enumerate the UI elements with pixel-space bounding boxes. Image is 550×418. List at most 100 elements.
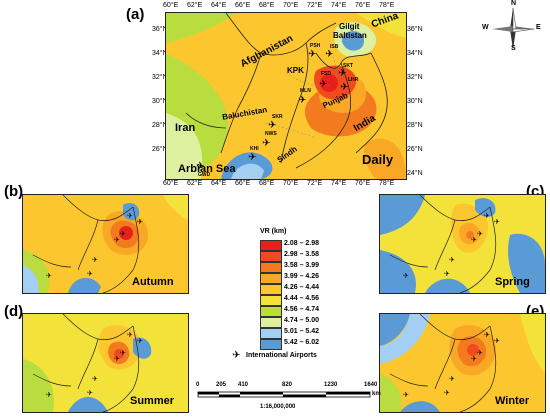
tick-lat: 30°N bbox=[407, 98, 423, 105]
svg-text:✈: ✈ bbox=[484, 212, 490, 220]
label-gilgit: Gilgit bbox=[339, 22, 360, 31]
svg-text:✈: ✈ bbox=[92, 375, 98, 383]
legend: VR (km) 2.08 – 2.98 2.98 – 3.58 3.58 – 3… bbox=[228, 228, 358, 368]
airport-code: SKT bbox=[343, 63, 353, 69]
airplane-icon: ✈ bbox=[196, 161, 204, 172]
legend-swatch bbox=[260, 328, 282, 339]
legend-row: 2.08 – 2.98 bbox=[260, 240, 380, 251]
season-label-daily: Daily bbox=[362, 152, 394, 167]
legend-airport-label: International Airports bbox=[246, 352, 317, 359]
legend-range: 5.01 – 5.42 bbox=[284, 328, 320, 335]
airplane-icon: ✈ bbox=[308, 49, 316, 60]
label-kpk: KPK bbox=[287, 66, 304, 75]
tick-lon: 66°E bbox=[235, 2, 251, 9]
tick-lat: 28°N bbox=[152, 122, 168, 129]
svg-text:✈: ✈ bbox=[120, 349, 126, 357]
scale-tick: 0 bbox=[196, 382, 200, 388]
panel-d-label: (d) bbox=[4, 303, 24, 320]
panel-b-label: (b) bbox=[4, 183, 24, 200]
legend-range: 3.58 – 3.99 bbox=[284, 262, 320, 269]
tick-lon: 60°E bbox=[163, 180, 179, 187]
svg-text:✈: ✈ bbox=[403, 272, 409, 280]
tick-lat: 24°N bbox=[407, 170, 423, 177]
svg-text:✈: ✈ bbox=[444, 389, 450, 397]
compass-s: S bbox=[511, 45, 516, 52]
scale-tick: 205 bbox=[216, 382, 227, 388]
season-label-winter: Winter bbox=[495, 395, 530, 407]
legend-swatch bbox=[260, 251, 282, 262]
tick-lat: 32°N bbox=[152, 74, 168, 81]
tick-lat: 32°N bbox=[407, 74, 423, 81]
season-label-autumn: Autumn bbox=[132, 276, 174, 288]
svg-text:✈: ✈ bbox=[484, 331, 490, 339]
svg-text:✈: ✈ bbox=[87, 389, 93, 397]
svg-text:✈: ✈ bbox=[46, 272, 52, 280]
tick-lon: 78°E bbox=[379, 180, 395, 187]
legend-range: 3.99 – 4.26 bbox=[284, 273, 320, 280]
airplane-icon: ✈ bbox=[232, 350, 241, 361]
legend-range: 5.42 – 6.02 bbox=[284, 339, 320, 346]
svg-text:✈: ✈ bbox=[127, 331, 133, 339]
legend-swatch bbox=[260, 273, 282, 284]
tick-lon: 68°E bbox=[259, 180, 275, 187]
season-label-summer: Summer bbox=[130, 395, 175, 407]
legend-row: 2.98 – 3.58 bbox=[260, 251, 380, 262]
legend-row: 3.58 – 3.99 bbox=[260, 262, 380, 273]
svg-text:✈: ✈ bbox=[46, 391, 52, 399]
tick-lon: 62°E bbox=[187, 180, 203, 187]
legend-range: 2.08 – 2.98 bbox=[284, 240, 320, 247]
tick-lat: 34°N bbox=[407, 50, 423, 57]
label-baltistan: Baltistan bbox=[333, 31, 367, 40]
spring-map-svg bbox=[380, 195, 545, 293]
svg-text:✈: ✈ bbox=[92, 256, 98, 264]
legend-swatch bbox=[260, 295, 282, 306]
tick-lon: 78°E bbox=[379, 2, 395, 9]
airport-code: KHI bbox=[250, 146, 259, 152]
airport-code: LHR bbox=[348, 77, 359, 83]
svg-text:✈: ✈ bbox=[449, 375, 455, 383]
svg-text:✈: ✈ bbox=[114, 355, 120, 363]
svg-text:✈: ✈ bbox=[494, 218, 500, 226]
legend-row: 4.56 – 4.74 bbox=[260, 306, 380, 317]
svg-text:✈: ✈ bbox=[494, 337, 500, 345]
panel-winter-map bbox=[379, 313, 546, 413]
airplane-icon: ✈ bbox=[262, 138, 270, 149]
label-sea: Arbian Sea bbox=[178, 163, 236, 175]
panel-summer-map bbox=[22, 313, 189, 413]
legend-row: 4.44 – 4.56 bbox=[260, 295, 380, 306]
svg-text:✈: ✈ bbox=[477, 230, 483, 238]
airport-code: GWD bbox=[198, 172, 211, 178]
airport-code: PSH bbox=[310, 43, 321, 49]
tick-lon: 64°E bbox=[211, 2, 227, 9]
legend-row: 5.01 – 5.42 bbox=[260, 328, 380, 339]
svg-text:✈: ✈ bbox=[137, 218, 143, 226]
panel-autumn-map bbox=[22, 194, 189, 294]
svg-text:✈: ✈ bbox=[127, 212, 133, 220]
svg-text:✈: ✈ bbox=[471, 236, 477, 244]
scale-tick: 820 bbox=[282, 382, 293, 388]
season-label-spring: Spring bbox=[495, 276, 530, 288]
airplane-icon: ✈ bbox=[248, 152, 256, 163]
airport-code: NWS bbox=[265, 131, 277, 137]
airplane-icon: ✈ bbox=[340, 82, 348, 93]
legend-swatch bbox=[260, 306, 282, 317]
svg-text:✈: ✈ bbox=[471, 355, 477, 363]
label-iran: Iran bbox=[175, 122, 196, 134]
tick-lon: 72°E bbox=[307, 180, 323, 187]
scale-bar-graphic bbox=[197, 391, 371, 398]
legend-row: 5.42 – 6.02 bbox=[260, 339, 380, 350]
tick-lon: 76°E bbox=[355, 180, 371, 187]
airplane-icon: ✈ bbox=[268, 120, 276, 131]
svg-text:✈: ✈ bbox=[403, 391, 409, 399]
airport-code: SKR bbox=[272, 114, 283, 120]
airplane-icon: ✈ bbox=[338, 68, 346, 79]
airport-code: ISB bbox=[330, 44, 339, 50]
tick-lon: 72°E bbox=[307, 2, 323, 9]
svg-text:✈: ✈ bbox=[87, 270, 93, 278]
tick-lon: 62°E bbox=[187, 2, 203, 9]
legend-range: 4.44 – 4.56 bbox=[284, 295, 320, 302]
tick-lon: 70°E bbox=[283, 180, 299, 187]
tick-lon: 70°E bbox=[283, 2, 299, 9]
panel-spring-map bbox=[379, 194, 546, 294]
